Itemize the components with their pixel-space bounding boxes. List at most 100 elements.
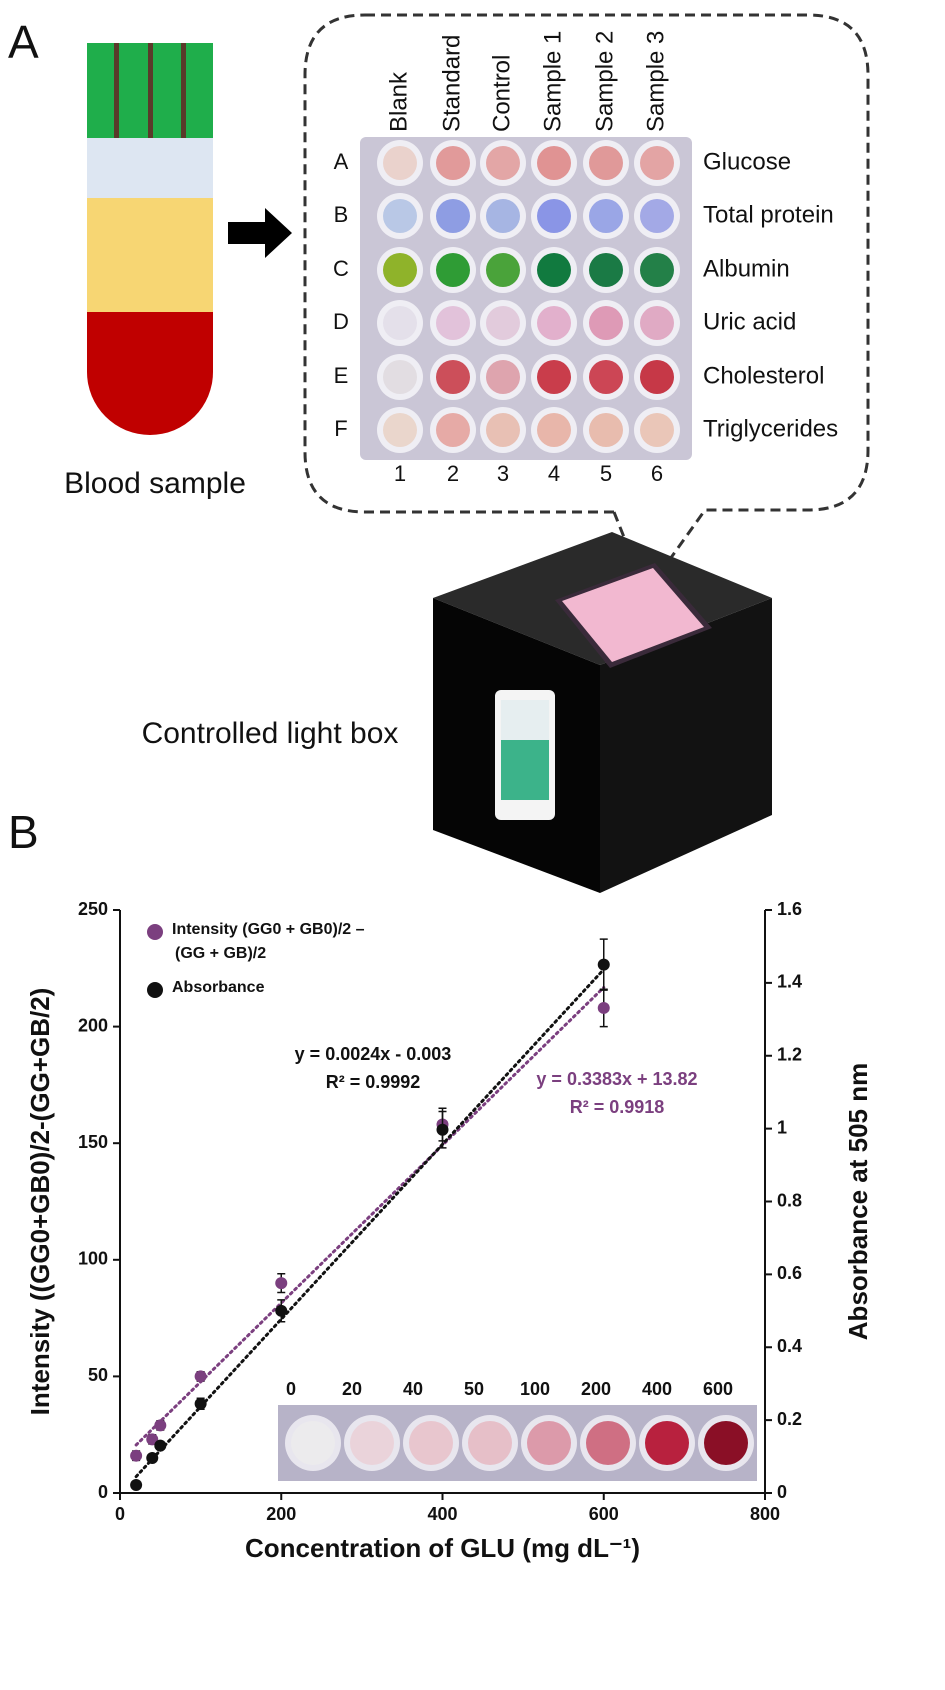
marker bbox=[597, 958, 610, 971]
y2-tick-label: 1.2 bbox=[777, 1045, 802, 1065]
well-fill bbox=[383, 199, 417, 233]
fit-equation: y = 0.0024x - 0.003 bbox=[295, 1044, 452, 1064]
row-name: Cholesterol bbox=[703, 362, 824, 389]
x-tick-label: 0 bbox=[115, 1504, 125, 1524]
well-fill bbox=[383, 146, 417, 180]
inset-label: 200 bbox=[581, 1379, 611, 1399]
row-name: Total protein bbox=[703, 201, 834, 228]
well-fill bbox=[383, 253, 417, 287]
well-fill bbox=[589, 253, 623, 287]
legend-marker bbox=[147, 982, 163, 998]
inset-label: 0 bbox=[286, 1379, 296, 1399]
box-label: Controlled light box bbox=[142, 717, 399, 750]
inset-well-fill bbox=[527, 1421, 571, 1465]
marker bbox=[130, 1478, 143, 1491]
well-fill bbox=[589, 306, 623, 340]
row-letter: A bbox=[334, 149, 349, 174]
column-header: Standard bbox=[438, 35, 465, 132]
tube-label: Blood sample bbox=[64, 467, 246, 500]
y-tick-label: 150 bbox=[78, 1132, 108, 1152]
y2-tick-label: 0.2 bbox=[777, 1409, 802, 1429]
well-fill bbox=[640, 360, 674, 394]
well-fill bbox=[436, 146, 470, 180]
blood-tube bbox=[87, 43, 213, 435]
column-number: 2 bbox=[447, 461, 459, 486]
row-name: Uric acid bbox=[703, 308, 796, 335]
marker bbox=[194, 1397, 207, 1410]
row-letter: F bbox=[334, 416, 347, 441]
y-tick-label: 50 bbox=[88, 1365, 108, 1385]
well-fill bbox=[486, 253, 520, 287]
column-header: Sample 2 bbox=[591, 31, 618, 132]
y2-tick-label: 1.4 bbox=[777, 972, 802, 992]
column-header: Blank bbox=[385, 71, 412, 132]
inset-label: 600 bbox=[703, 1379, 733, 1399]
marker bbox=[130, 1449, 143, 1462]
inset-well-fill bbox=[291, 1421, 335, 1465]
legend-label: Intensity (GG0 + GB0)/2 – bbox=[172, 921, 365, 938]
y-axis-label: Intensity ((GG0+GB0)/2-(GG+GB/2) bbox=[25, 988, 55, 1416]
inset-well-fill bbox=[468, 1421, 512, 1465]
fit-r2: R² = 0.9918 bbox=[570, 1097, 665, 1117]
well-fill bbox=[436, 413, 470, 447]
inset-label: 40 bbox=[403, 1379, 423, 1399]
fit-equation: y = 0.3383x + 13.82 bbox=[536, 1069, 697, 1089]
well-fill bbox=[383, 360, 417, 394]
y-tick-label: 100 bbox=[78, 1249, 108, 1269]
row-name: Albumin bbox=[703, 255, 790, 282]
well-fill bbox=[537, 413, 571, 447]
y2-tick-label: 1 bbox=[777, 1117, 787, 1137]
well-fill bbox=[589, 199, 623, 233]
trend-line bbox=[134, 985, 606, 1447]
well-fill bbox=[436, 199, 470, 233]
well-fill bbox=[436, 253, 470, 287]
well-fill bbox=[486, 413, 520, 447]
well-fill bbox=[486, 306, 520, 340]
row-letter: C bbox=[333, 256, 349, 281]
column-header: Sample 1 bbox=[539, 31, 566, 132]
arrow bbox=[228, 208, 292, 258]
y2-tick-label: 0.6 bbox=[777, 1263, 802, 1283]
row-letter: B bbox=[334, 202, 349, 227]
inset-label: 100 bbox=[520, 1379, 550, 1399]
y2-axis-label: Absorbance at 505 nm bbox=[843, 1063, 873, 1340]
light-box bbox=[433, 532, 772, 893]
x-tick-label: 200 bbox=[266, 1504, 296, 1524]
well-fill bbox=[383, 413, 417, 447]
y2-tick-label: 0.8 bbox=[777, 1190, 802, 1210]
marker bbox=[275, 1304, 288, 1317]
y2-tick-label: 1.6 bbox=[777, 899, 802, 919]
column-number: 5 bbox=[600, 461, 612, 486]
fit-r2: R² = 0.9992 bbox=[326, 1072, 421, 1092]
y-tick-label: 200 bbox=[78, 1015, 108, 1035]
column-number: 3 bbox=[497, 461, 509, 486]
well-fill bbox=[383, 306, 417, 340]
well-fill bbox=[537, 146, 571, 180]
legend-label: (GG + GB)/2 bbox=[175, 945, 266, 962]
well-fill bbox=[640, 253, 674, 287]
inset-label: 400 bbox=[642, 1379, 672, 1399]
row-letter: D bbox=[333, 309, 349, 334]
column-number: 4 bbox=[548, 461, 560, 486]
inset-label: 50 bbox=[464, 1379, 484, 1399]
marker bbox=[194, 1370, 207, 1383]
well-fill bbox=[640, 199, 674, 233]
well-fill bbox=[537, 253, 571, 287]
well-fill bbox=[486, 146, 520, 180]
well-fill bbox=[537, 360, 571, 394]
marker bbox=[154, 1419, 167, 1432]
inset-well-fill bbox=[586, 1421, 630, 1465]
well-fill bbox=[486, 360, 520, 394]
inset-well-fill bbox=[704, 1421, 748, 1465]
x-tick-label: 400 bbox=[427, 1504, 457, 1524]
inset-well-fill bbox=[409, 1421, 453, 1465]
y-tick-label: 0 bbox=[98, 1482, 108, 1502]
marker bbox=[597, 1001, 610, 1014]
panel-letter: A bbox=[8, 16, 39, 68]
inset-well-fill bbox=[350, 1421, 394, 1465]
marker bbox=[275, 1277, 288, 1290]
well-fill bbox=[589, 360, 623, 394]
well-fill bbox=[589, 146, 623, 180]
